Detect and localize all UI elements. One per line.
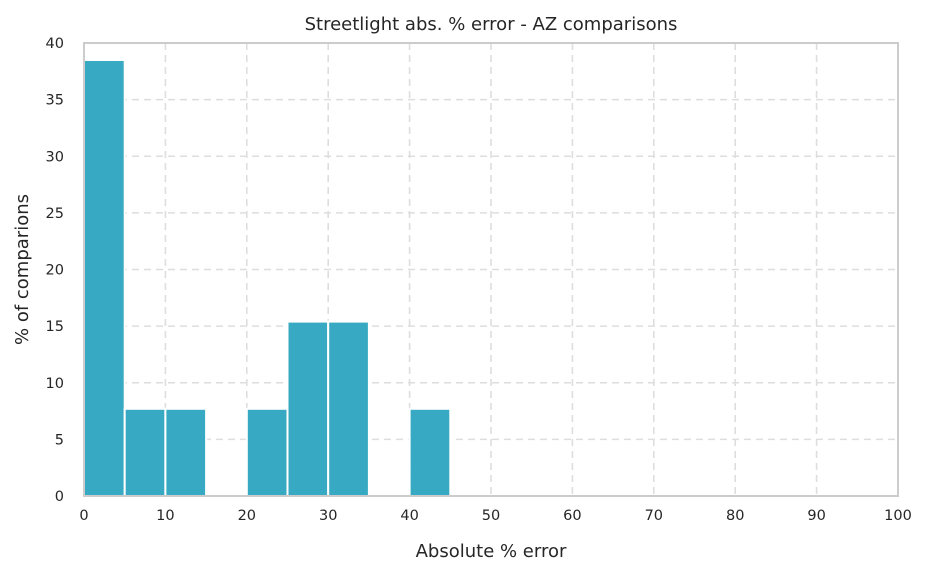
x-tick-label: 10 [156,508,174,524]
x-tick-label: 60 [563,508,581,524]
y-tick-label: 30 [46,149,64,165]
y-axis-title: % of comparions [12,194,33,345]
y-tick-label: 20 [46,263,64,279]
histogram-bar [327,320,370,497]
y-tick-label: 15 [46,319,64,335]
x-tick-label: 40 [400,508,418,524]
histogram-bar [123,407,167,497]
x-tick-label: 0 [79,508,88,524]
y-tick-label: 5 [55,432,64,448]
histogram-bars [83,58,452,498]
y-axis-ticks: 0 5 10 15 20 25 30 35 40 [46,36,64,505]
grid-lines [84,43,898,496]
histogram-bar [245,407,289,497]
x-axis-ticks: 0 10 20 30 40 50 60 70 80 90 100 [79,508,911,524]
x-tick-label: 70 [645,508,663,524]
y-tick-label: 10 [46,376,64,392]
y-tick-label: 35 [46,93,64,109]
histogram-bar [83,58,126,498]
y-tick-label: 0 [55,489,64,505]
x-tick-label: 80 [726,508,744,524]
y-tick-label: 40 [46,36,64,52]
x-axis-title: Absolute % error [416,541,567,562]
plot-frame [83,42,899,497]
y-tick-label: 25 [46,206,64,222]
x-tick-label: 30 [319,508,337,524]
x-tick-label: 100 [884,508,912,524]
histogram-bar [164,407,208,497]
x-tick-label: 50 [482,508,500,524]
x-tick-label: 90 [807,508,825,524]
x-tick-label: 20 [238,508,256,524]
histogram-bar [286,320,330,497]
histogram-bar [408,407,452,497]
chart-title: Streetlight abs. % error - AZ comparison… [305,14,678,35]
